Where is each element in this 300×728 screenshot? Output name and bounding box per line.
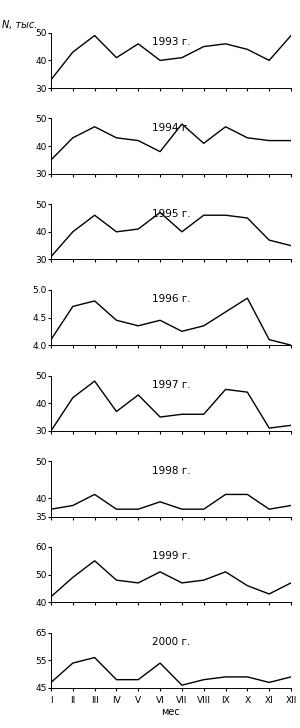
Text: 2000 г.: 2000 г. [152,637,190,647]
Text: 1996 г.: 1996 г. [152,294,190,304]
Text: 1997 г.: 1997 г. [152,380,190,390]
Text: 1998 г.: 1998 г. [152,466,190,475]
Text: 1994 г.: 1994 г. [152,123,190,133]
Text: N, тыс.: N, тыс. [2,20,37,31]
Text: 1995 г.: 1995 г. [152,209,190,218]
Text: 1993 г.: 1993 г. [152,37,190,47]
X-axis label: мес: мес [162,708,180,717]
Text: 1999 г.: 1999 г. [152,551,190,561]
